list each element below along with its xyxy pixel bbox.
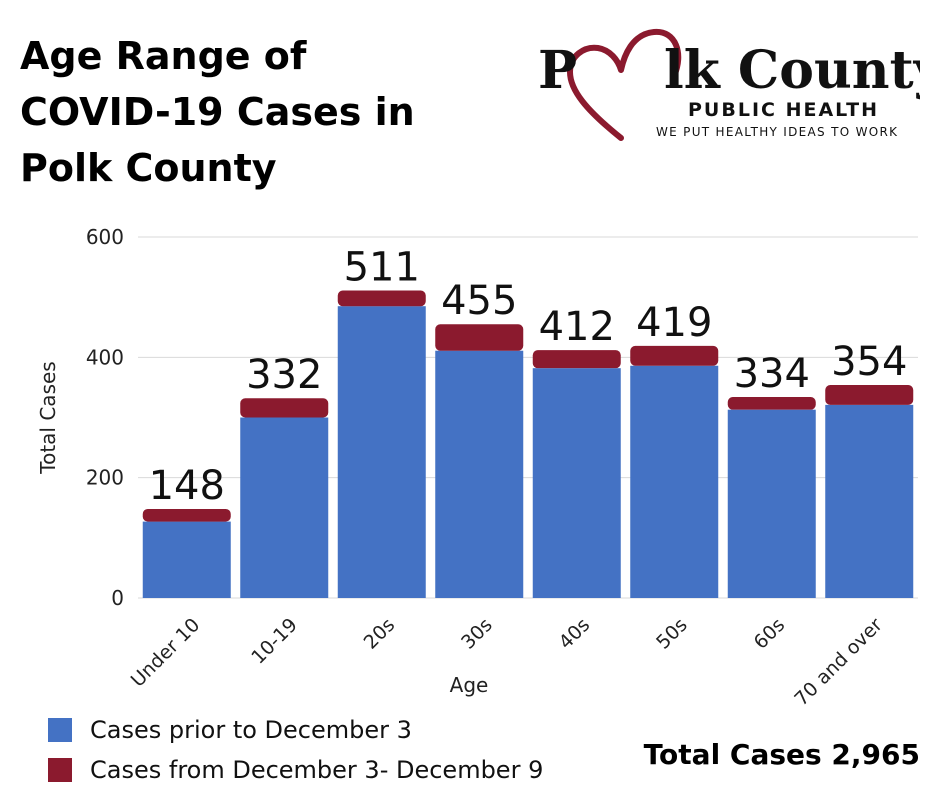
x-tick-label: 50s bbox=[652, 614, 692, 654]
bar-recent bbox=[630, 345, 719, 366]
y-tick-label: 200 bbox=[86, 466, 124, 490]
logo-name-rest: lk County bbox=[664, 40, 920, 101]
total-cases: Total Cases 2,965 bbox=[643, 738, 920, 771]
bar-recent bbox=[532, 350, 621, 369]
bar-prior bbox=[337, 306, 426, 598]
y-axis-label: Total Cases bbox=[36, 361, 60, 474]
bar-prior bbox=[630, 365, 719, 598]
bar-total-label: 354 bbox=[831, 339, 907, 385]
legend-item-prior: Cases prior to December 3 bbox=[48, 710, 543, 750]
bar-prior bbox=[727, 409, 816, 598]
y-tick-label: 400 bbox=[86, 345, 124, 369]
title-line-2: COVID-19 Cases in bbox=[20, 90, 415, 134]
logo-name-p: P bbox=[538, 40, 577, 101]
bar-prior bbox=[825, 404, 914, 598]
bar-recent bbox=[240, 398, 329, 418]
x-tick-label: 70 and over bbox=[790, 614, 887, 710]
legend-label-recent: Cases from December 3- December 9 bbox=[90, 756, 544, 784]
bar-recent bbox=[142, 508, 231, 522]
bar-chart: 0 200 400 600 Total Cases 148 Under 10 332 10-19… bbox=[36, 225, 918, 710]
x-tick-label: Under 10 bbox=[127, 614, 205, 692]
polk-county-logo: P lk County PUBLIC HEALTH WE PUT HEALTHY… bbox=[538, 28, 920, 141]
bar-total-label: 419 bbox=[636, 300, 712, 346]
chart-title: Age Range of COVID-19 Cases in Polk Coun… bbox=[20, 28, 490, 196]
bar-prior bbox=[240, 417, 329, 598]
bar-prior bbox=[142, 521, 231, 598]
legend: Cases prior to December 3 Cases from Dec… bbox=[48, 710, 543, 790]
legend-item-recent: Cases from December 3- December 9 bbox=[48, 750, 543, 790]
bar-recent bbox=[727, 397, 816, 410]
bar-total-label: 334 bbox=[734, 351, 810, 397]
x-tick-label: 30s bbox=[457, 614, 497, 654]
legend-label-prior: Cases prior to December 3 bbox=[90, 716, 412, 744]
bar-total-label: 511 bbox=[344, 245, 420, 291]
bar-recent bbox=[435, 324, 524, 351]
legend-swatch-recent bbox=[48, 758, 72, 782]
x-tick-label: 60s bbox=[750, 614, 790, 654]
bar-recent bbox=[825, 385, 914, 405]
bar-total-label: 148 bbox=[149, 463, 225, 509]
logo-subtitle: PUBLIC HEALTH bbox=[688, 99, 879, 121]
y-tick-label: 600 bbox=[86, 225, 124, 249]
title-line-3: Polk County bbox=[20, 146, 277, 190]
bar-total-label: 412 bbox=[539, 304, 615, 350]
y-tick-label: 0 bbox=[111, 586, 124, 610]
legend-swatch-prior bbox=[48, 718, 72, 742]
bar-prior bbox=[435, 350, 524, 598]
logo-tagline: WE PUT HEALTHY IDEAS TO WORK bbox=[656, 125, 898, 139]
heart-icon bbox=[567, 28, 682, 141]
x-tick-label: 20s bbox=[360, 614, 400, 654]
x-axis-label: Age bbox=[450, 673, 489, 697]
title-line-1: Age Range of bbox=[20, 34, 307, 78]
x-tick-label: 40s bbox=[555, 614, 595, 654]
x-tick-label: 10-19 bbox=[247, 614, 302, 669]
bar-total-label: 332 bbox=[246, 352, 322, 398]
bar-total-label: 455 bbox=[441, 278, 517, 324]
bar-prior bbox=[532, 368, 621, 598]
bar-recent bbox=[337, 290, 426, 307]
